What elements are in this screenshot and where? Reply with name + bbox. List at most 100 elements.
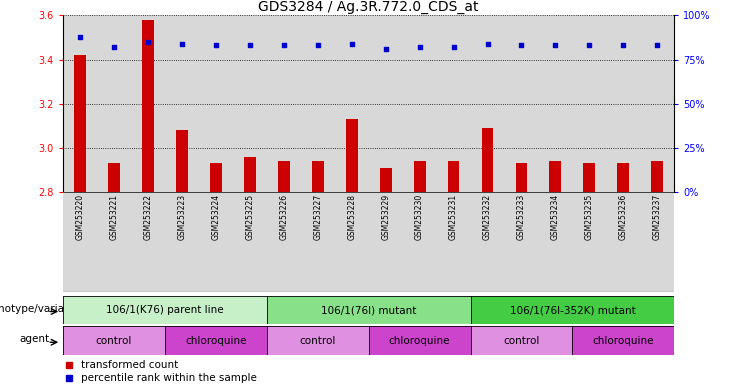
Text: genotype/variation: genotype/variation: [0, 304, 84, 314]
Text: GSM253234: GSM253234: [551, 194, 560, 240]
Bar: [267, 296, 471, 324]
Bar: [63, 326, 165, 355]
Point: [516, 42, 528, 48]
Point: [244, 42, 256, 48]
Bar: [448, 161, 459, 192]
Text: percentile rank within the sample: percentile rank within the sample: [82, 373, 257, 383]
Text: GSM253230: GSM253230: [415, 194, 424, 240]
Point: [413, 44, 425, 50]
Bar: [267, 326, 368, 355]
Text: control: control: [503, 336, 539, 346]
Bar: [63, 15, 97, 192]
Bar: [346, 119, 358, 192]
Bar: [606, 15, 640, 192]
Bar: [640, 15, 674, 192]
Bar: [436, 15, 471, 192]
Bar: [199, 192, 233, 292]
Text: 106/1(76I) mutant: 106/1(76I) mutant: [321, 305, 416, 315]
Text: control: control: [96, 336, 132, 346]
Title: GDS3284 / Ag.3R.772.0_CDS_at: GDS3284 / Ag.3R.772.0_CDS_at: [259, 0, 479, 14]
Bar: [233, 192, 267, 292]
Bar: [368, 15, 402, 192]
Bar: [471, 296, 674, 324]
Point: [583, 42, 595, 48]
Bar: [176, 130, 187, 192]
Bar: [539, 192, 572, 292]
Text: GSM253227: GSM253227: [313, 194, 322, 240]
Text: GSM253225: GSM253225: [245, 194, 254, 240]
Text: GSM253222: GSM253222: [144, 194, 153, 240]
Bar: [278, 161, 290, 192]
Bar: [335, 15, 368, 192]
Bar: [63, 192, 97, 292]
Bar: [267, 192, 301, 292]
Text: GSM253233: GSM253233: [517, 194, 526, 240]
Bar: [572, 15, 606, 192]
Bar: [142, 20, 154, 192]
Bar: [368, 192, 402, 292]
Bar: [108, 163, 120, 192]
Text: GSM253231: GSM253231: [449, 194, 458, 240]
Bar: [97, 192, 131, 292]
Bar: [74, 55, 86, 192]
Bar: [312, 161, 324, 192]
Bar: [199, 15, 233, 192]
Bar: [131, 192, 165, 292]
Point: [74, 33, 86, 40]
Bar: [640, 192, 674, 292]
Point: [379, 46, 391, 52]
Bar: [436, 192, 471, 292]
Bar: [471, 15, 505, 192]
Bar: [505, 192, 539, 292]
Bar: [617, 163, 629, 192]
Text: chloroquine: chloroquine: [389, 336, 451, 346]
Point: [482, 41, 494, 47]
Bar: [379, 168, 391, 192]
Text: GSM253232: GSM253232: [483, 194, 492, 240]
Bar: [413, 161, 425, 192]
Bar: [550, 161, 562, 192]
Bar: [482, 128, 494, 192]
Point: [142, 39, 154, 45]
Point: [346, 41, 358, 47]
Bar: [335, 192, 368, 292]
Text: chloroquine: chloroquine: [185, 336, 247, 346]
Bar: [97, 15, 131, 192]
Text: GSM253221: GSM253221: [110, 194, 119, 240]
Bar: [583, 163, 595, 192]
Bar: [131, 15, 165, 192]
Bar: [165, 326, 267, 355]
Text: GSM253228: GSM253228: [348, 194, 356, 240]
Text: GSM253223: GSM253223: [177, 194, 186, 240]
Bar: [233, 15, 267, 192]
Text: GSM253236: GSM253236: [619, 194, 628, 240]
Bar: [471, 192, 505, 292]
Point: [278, 42, 290, 48]
Text: 106/1(K76) parent line: 106/1(K76) parent line: [106, 305, 224, 315]
Bar: [539, 15, 572, 192]
Bar: [267, 15, 301, 192]
Text: GSM253220: GSM253220: [76, 194, 84, 240]
Text: GSM253226: GSM253226: [279, 194, 288, 240]
Point: [448, 44, 459, 50]
Bar: [63, 296, 267, 324]
Bar: [244, 157, 256, 192]
Bar: [210, 163, 222, 192]
Bar: [368, 326, 471, 355]
Point: [176, 41, 187, 47]
Bar: [301, 15, 335, 192]
Text: control: control: [299, 336, 336, 346]
Bar: [165, 15, 199, 192]
Bar: [572, 192, 606, 292]
Point: [312, 42, 324, 48]
Point: [651, 42, 663, 48]
Text: GSM253235: GSM253235: [585, 194, 594, 240]
Text: chloroquine: chloroquine: [593, 336, 654, 346]
Text: transformed count: transformed count: [82, 360, 179, 370]
Text: GSM253229: GSM253229: [381, 194, 390, 240]
Bar: [572, 326, 674, 355]
Bar: [606, 192, 640, 292]
Point: [617, 42, 629, 48]
Text: GSM253237: GSM253237: [653, 194, 662, 240]
Point: [108, 44, 120, 50]
